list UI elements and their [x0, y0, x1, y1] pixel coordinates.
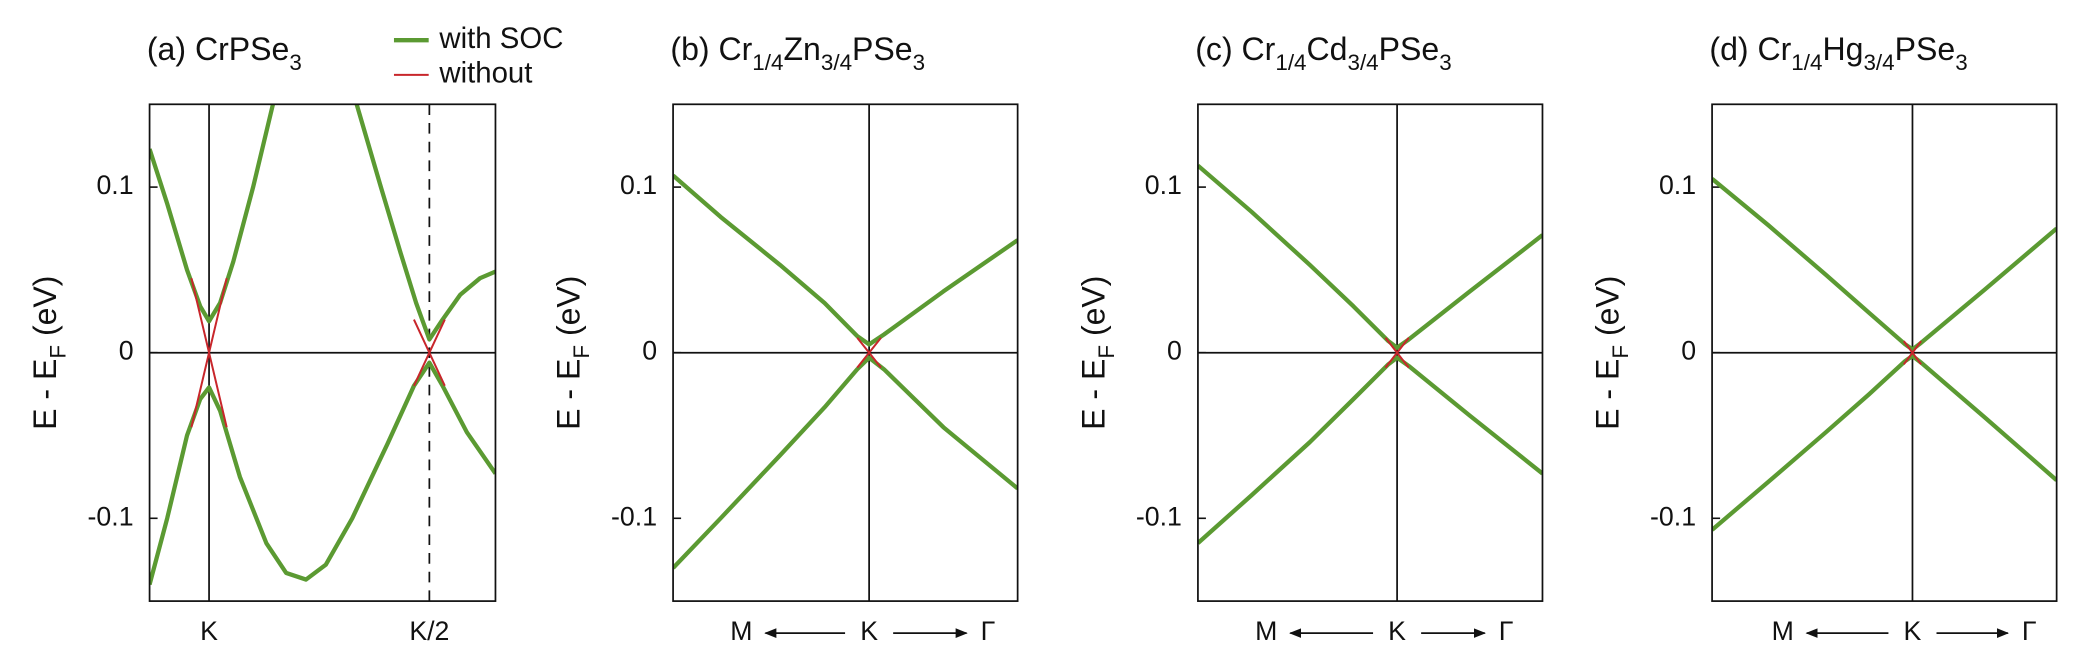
text-part: PSe [852, 31, 913, 67]
text-part: (eV) [27, 276, 63, 345]
text-part: (d) Cr [1709, 31, 1791, 67]
legend-label: with SOC [438, 22, 563, 55]
subscript: F [1608, 345, 1633, 359]
y-tick-label: 0.1 [1659, 170, 1696, 200]
band-line [190, 277, 446, 428]
text-part: Hg [1822, 31, 1863, 67]
x-tick-label: K [200, 616, 218, 646]
subscript: F [569, 345, 594, 359]
text-part: Zn [783, 31, 820, 67]
text-part: PSe [1895, 31, 1956, 67]
y-tick-label: 0.1 [1145, 170, 1182, 200]
x-tick-label: K [860, 616, 878, 646]
text-part: E - E [27, 359, 63, 430]
y-axis-label: E - EF (eV) [1590, 276, 1634, 430]
y-axis-label: E - EF (eV) [1075, 276, 1119, 430]
subscript: 1/4 [1275, 50, 1306, 75]
text-part: Cd [1307, 31, 1348, 67]
y-tick-label: 0.1 [620, 170, 657, 200]
y-tick-label: -0.1 [88, 501, 134, 531]
y-tick-label: 0 [1681, 336, 1696, 366]
band-line [1197, 163, 1543, 545]
subscript: 3/4 [1347, 50, 1378, 75]
panel: (d) Cr1/4Hg3/4PSe3 E - EF (eV) -0.1 0 0.1 M K Γ [1590, 31, 2058, 646]
panel-title: (d) Cr1/4Hg3/4PSe3 [1709, 31, 1967, 75]
text-part: E - E [551, 359, 587, 430]
panel: (a) CrPSe3 E - EF (eV) -0.1 0 0.1 K K/2 with SO… [27, 22, 563, 646]
panel-title: (a) CrPSe3 [147, 31, 302, 75]
subscript: 3/4 [821, 50, 852, 75]
subscript: 3/4 [1863, 50, 1894, 75]
y-tick-label: 0.1 [96, 170, 133, 200]
y-tick-label: 0 [642, 336, 657, 366]
legend-label: without [438, 57, 532, 90]
subscript: 1/4 [1791, 50, 1822, 75]
x-tick-label: K [1904, 616, 1922, 646]
x-tick-label: Γ [1499, 616, 1514, 646]
subscript: 3 [1955, 50, 1967, 75]
band-line [1903, 340, 1922, 365]
panel: (b) Cr1/4Zn3/4PSe3 E - EF (eV) -0.1 0 0.1 M K Γ [551, 31, 1019, 646]
subscript: 3 [1439, 50, 1451, 75]
subscript: F [1094, 345, 1119, 359]
text-part: E - E [1590, 359, 1626, 430]
x-tick-label: M [1772, 616, 1794, 646]
y-axis-label: E - EF (eV) [27, 276, 71, 430]
panel-title: (c) Cr1/4Cd3/4PSe3 [1195, 31, 1451, 75]
text-part: (eV) [551, 276, 587, 345]
x-tick-label: K/2 [409, 616, 449, 646]
text-part: (b) Cr [670, 31, 752, 67]
subscript: 1/4 [752, 50, 783, 75]
text-part: (c) Cr [1195, 31, 1275, 67]
plot-frame [672, 103, 1019, 602]
y-tick-label: 0 [1167, 336, 1182, 366]
text-part: (eV) [1590, 276, 1626, 345]
band-line [1384, 337, 1410, 369]
text-part: (a) CrPSe [147, 31, 289, 67]
y-tick-label: 0 [119, 336, 134, 366]
band-line [856, 337, 882, 369]
text-part: E - E [1075, 359, 1111, 430]
y-tick-label: -0.1 [1136, 501, 1182, 531]
band-line [1712, 177, 2057, 532]
text-part: (eV) [1075, 276, 1111, 345]
x-tick-label: Γ [2022, 616, 2037, 646]
text-part: PSe [1379, 31, 1440, 67]
plot-frame [1197, 103, 1544, 602]
x-tick-label: M [1255, 616, 1277, 646]
y-tick-label: -0.1 [611, 501, 657, 531]
band-line [673, 173, 1018, 570]
y-axis-label: E - EF (eV) [551, 276, 595, 430]
plot-frame [148, 103, 497, 602]
plot-frame [1711, 103, 2058, 602]
x-tick-label: M [730, 616, 752, 646]
subscript: F [46, 345, 71, 359]
panel: (c) Cr1/4Cd3/4PSe3 E - EF (eV) -0.1 0 0.1 M K Γ [1075, 31, 1544, 646]
x-tick-label: Γ [981, 616, 996, 646]
band-line [149, 104, 496, 586]
subscript: 3 [289, 50, 301, 75]
panel-title: (b) Cr1/4Zn3/4PSe3 [670, 31, 925, 75]
subscript: 3 [913, 50, 925, 75]
y-tick-label: -0.1 [1650, 501, 1696, 531]
x-tick-label: K [1388, 616, 1406, 646]
